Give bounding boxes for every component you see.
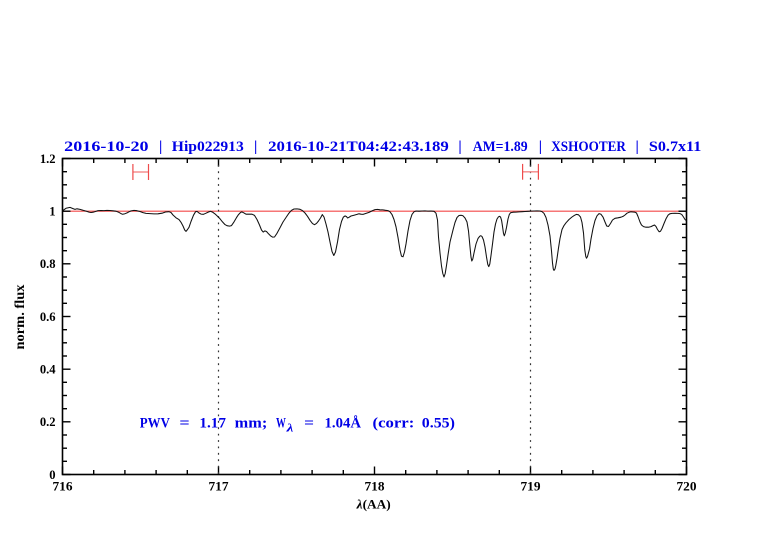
svg-text:=: = [179,415,189,431]
svg-text:0.4: 0.4 [40,363,56,377]
svg-text:719: 719 [521,480,541,494]
svg-text:720: 720 [677,480,697,494]
svg-text:1: 1 [49,205,55,219]
svg-text:716: 716 [53,480,73,494]
svg-text:W: W [276,415,286,431]
svg-text:2016-10-21T04:42:43.189: 2016-10-21T04:42:43.189 [268,139,449,155]
svg-text:2016-10-20: 2016-10-20 [64,139,148,155]
svg-text:XSHOOTER: XSHOOTER [551,139,626,155]
svg-text:0.55): 0.55) [422,415,455,431]
svg-text:0: 0 [49,468,55,482]
svg-text:PWV: PWV [140,415,170,431]
svg-text:|: | [458,139,461,155]
svg-text:λ(AA): λ(AA) [356,497,391,511]
svg-text:1.2: 1.2 [40,152,56,166]
svg-text:0.8: 0.8 [40,257,56,271]
svg-text:0.6: 0.6 [40,310,56,324]
svg-text:0.2: 0.2 [40,415,56,429]
svg-text:mm;: mm; [235,415,268,431]
svg-text:1.17: 1.17 [199,415,226,431]
svg-text:λ: λ [285,423,293,435]
svg-text:Hip022913: Hip022913 [172,139,244,155]
svg-text:norm. flux: norm. flux [13,285,28,350]
svg-text:|: | [635,139,638,155]
svg-text:(corr:: (corr: [373,415,415,431]
svg-text:AM=1.89: AM=1.89 [473,139,528,155]
svg-text:718: 718 [365,480,385,494]
svg-text:S0.7x11: S0.7x11 [649,139,701,155]
svg-text:|: | [254,139,257,155]
svg-text:|: | [159,139,162,155]
svg-text:717: 717 [209,480,229,494]
svg-text:|: | [539,139,542,155]
svg-text:1.04Å: 1.04Å [325,415,362,431]
svg-text:=: = [304,415,314,431]
